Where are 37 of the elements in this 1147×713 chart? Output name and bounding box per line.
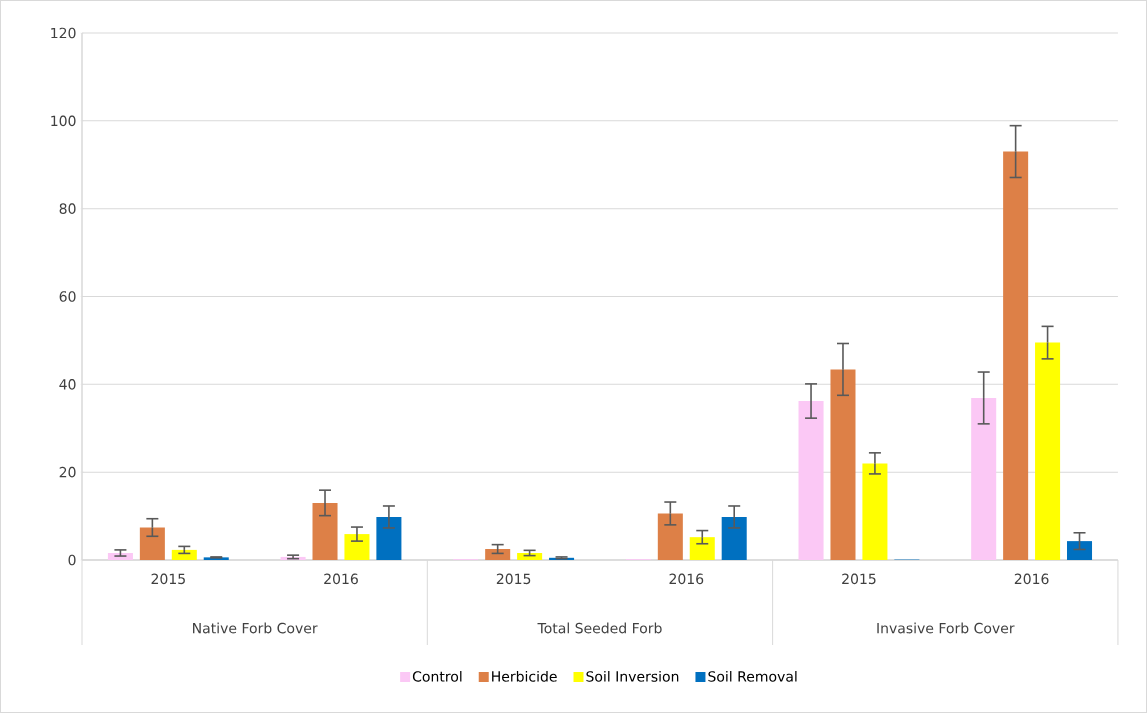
bar [171, 549, 197, 560]
x-tick-label: 2015 [151, 573, 185, 585]
y-tick-label: 0 [68, 554, 76, 566]
bar [862, 463, 888, 560]
legend-label: Herbicide [492, 670, 557, 682]
bar [139, 527, 165, 560]
bar [721, 516, 747, 560]
bar [344, 534, 370, 560]
bar [657, 513, 683, 560]
y-tick-label: 20 [59, 466, 76, 478]
y-tick-label: 120 [51, 27, 76, 39]
legend-label: Soil Inversion [586, 670, 679, 682]
x-tick-label: 2016 [669, 573, 704, 585]
bar [1035, 342, 1061, 560]
x-tick-label: 2016 [324, 573, 358, 585]
bar [798, 401, 824, 560]
bar [485, 549, 511, 560]
y-tick-label: 80 [59, 203, 76, 214]
text: Native Forb Cover [193, 622, 318, 634]
bar [689, 537, 715, 560]
y-tick-label: 100 [51, 115, 76, 127]
text: Total Seeded Forb [537, 622, 662, 634]
text: Invasive Forb Cover [877, 622, 1015, 634]
bar [830, 369, 856, 560]
y-tick-label: 60 [59, 291, 76, 302]
legend-label: Control [412, 670, 462, 682]
x-tick-label: 2015 [496, 573, 531, 585]
x-tick-label: 2015 [842, 573, 876, 585]
bar [376, 516, 402, 560]
bar [1067, 541, 1093, 560]
bar [971, 397, 997, 560]
bar [1003, 151, 1029, 560]
legend-label: Soil Removal [708, 670, 797, 682]
y-tick-label: 40 [59, 379, 76, 390]
x-tick-label: 2016 [1014, 573, 1049, 585]
bar [517, 552, 543, 560]
bar [312, 502, 338, 560]
